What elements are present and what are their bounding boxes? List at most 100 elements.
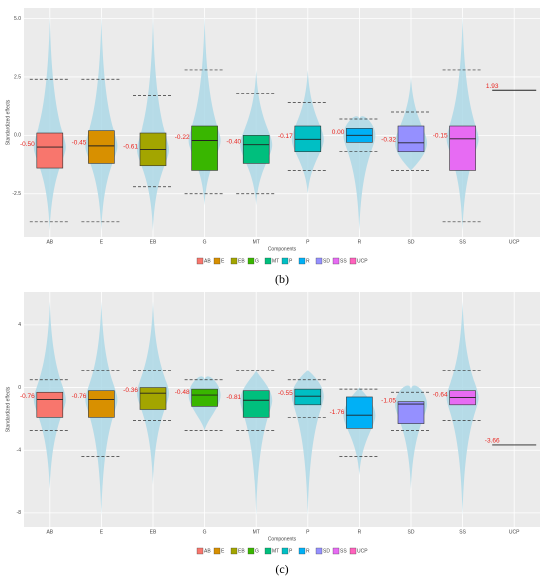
violin [137, 16, 169, 232]
x-tick-label: AB [46, 529, 53, 535]
x-tick-label: R [358, 239, 362, 245]
box [294, 388, 322, 406]
x-tick-label: MT [253, 239, 260, 245]
median-label: -0.36 [123, 387, 138, 394]
x-tick-label: EB [150, 239, 157, 245]
legend-key [213, 257, 221, 265]
box [88, 390, 115, 418]
legend-key [230, 547, 238, 555]
violin [33, 16, 66, 232]
legend-label: UCP [357, 258, 368, 264]
median-label: 1.93 [486, 83, 499, 90]
legend-label: EB [238, 548, 245, 554]
legend-label: SD [323, 258, 330, 264]
median-label: -0.61 [123, 143, 138, 150]
y-tick-label: -2.5 [12, 191, 21, 197]
legend-label: UCP [357, 548, 368, 554]
box [397, 401, 425, 424]
median-label: -0.40 [226, 138, 241, 145]
legend-label: EB [238, 258, 245, 264]
legend-label: SS [340, 548, 347, 554]
median-label: -0.45 [72, 140, 87, 147]
x-tick-label: AB [46, 239, 53, 245]
legend-key [281, 257, 289, 265]
legend-label: SD [323, 548, 330, 554]
legend-key [264, 257, 272, 265]
y-tick-label: -8 [17, 510, 22, 516]
violin [343, 116, 376, 232]
y-axis-title: Standardized effects [5, 99, 11, 145]
legend-key [298, 257, 306, 265]
legend-key [196, 257, 204, 265]
median-label: -0.15 [433, 133, 448, 140]
legend-label: P [289, 258, 293, 264]
x-tick-label: SD [408, 239, 415, 245]
legend-key [349, 547, 357, 555]
x-tick-label: P [306, 529, 310, 535]
y-tick-label: -4 [17, 448, 22, 454]
x-tick-label: MT [253, 529, 260, 535]
y-tick-label: 4 [18, 322, 21, 328]
y-tick-label: 0.0 [14, 133, 21, 139]
x-tick-label: P [306, 239, 310, 245]
box [242, 135, 270, 164]
legend-label: P [289, 548, 293, 554]
median-label: 0.00 [332, 129, 345, 136]
legend-key [281, 547, 289, 555]
legend-label: G [255, 548, 259, 554]
legend-label: R [306, 548, 310, 554]
violin [446, 16, 479, 232]
x-tick-label: G [203, 239, 207, 245]
median-label: -3.66 [485, 438, 500, 445]
box [449, 125, 476, 171]
legend-label: R [306, 258, 310, 264]
box [294, 125, 322, 153]
legend-label: MT [272, 548, 279, 554]
legend-label: E [221, 548, 225, 554]
legend-label: E [221, 258, 225, 264]
legend-label: SS [340, 258, 347, 264]
box [242, 390, 270, 418]
legend-label: AB [204, 258, 211, 264]
x-tick-label: G [203, 529, 207, 535]
x-tick-label: SD [408, 529, 415, 535]
median-label: -0.76 [20, 393, 35, 400]
legend-key [315, 547, 323, 555]
violin [85, 16, 118, 232]
box [397, 125, 425, 153]
legend-label: G [255, 258, 259, 264]
caption: (b) [275, 272, 289, 286]
legend-key [247, 257, 255, 265]
y-axis-title: Standardized effects [5, 386, 11, 432]
x-tick-label: EB [150, 529, 157, 535]
x-tick-label: SS [459, 529, 466, 535]
x-axis-title: Components [268, 246, 297, 252]
caption: (c) [275, 562, 288, 576]
x-tick-label: E [100, 529, 104, 535]
legend-key [298, 547, 306, 555]
median-label: -0.48 [175, 389, 190, 396]
legend-key [315, 257, 323, 265]
legend-key [213, 547, 221, 555]
x-axis-title: Components [268, 536, 297, 542]
legend-key [349, 257, 357, 265]
legend-key [230, 257, 238, 265]
legend-key [264, 547, 272, 555]
legend-key [247, 547, 255, 555]
legend-label: AB [204, 548, 211, 554]
median-label: -1.05 [381, 398, 396, 405]
median-label: -0.22 [175, 134, 190, 141]
y-tick-label: 0 [18, 385, 21, 391]
y-tick-label: 5.0 [14, 16, 21, 22]
median-label: -0.50 [20, 141, 35, 148]
box [139, 387, 167, 410]
median-label: -0.81 [226, 394, 241, 401]
box [36, 132, 64, 169]
x-tick-label: UCP [509, 529, 520, 535]
legend-key [196, 547, 204, 555]
y-tick-label: 2.5 [14, 74, 21, 80]
box [191, 125, 218, 171]
legend-key [332, 257, 340, 265]
legend-key [332, 547, 340, 555]
